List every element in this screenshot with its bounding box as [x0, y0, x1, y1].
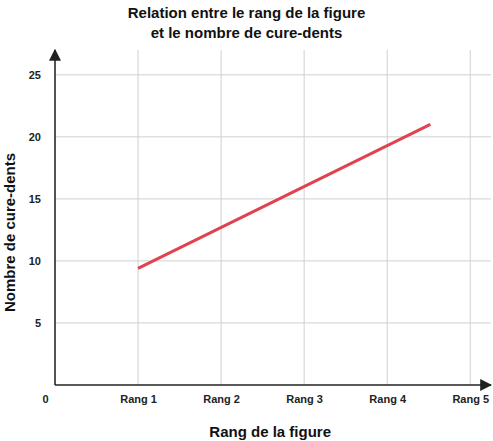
y-tick-label: 5	[35, 317, 41, 329]
y-tick: 10	[29, 255, 55, 267]
x-tick-label: Rang 4	[369, 393, 407, 405]
title: Relation entre le rang de la figureet le…	[128, 4, 366, 41]
x-tick: Rang 5	[452, 385, 489, 405]
axis-line	[55, 384, 491, 386]
y-axis: 5 10 15 20 25	[29, 50, 55, 385]
grid	[55, 50, 491, 385]
grid-line	[221, 50, 222, 385]
grid-line	[55, 322, 491, 323]
grid-line	[55, 198, 491, 199]
x-tick: Rang 1	[120, 385, 157, 405]
grid-line	[138, 50, 139, 385]
grid-line	[304, 50, 305, 385]
grid-line	[387, 50, 388, 385]
plot: 0 Rang 1 Rang 2 Rang 3 Rang 4 Rang 5 5 10 15 20 25	[29, 50, 491, 405]
y-tick: 5	[35, 317, 55, 329]
y-tick: 20	[29, 131, 55, 143]
x-tick: Rang 2	[203, 385, 240, 405]
grid-line	[55, 260, 491, 261]
y-tick-label: 15	[29, 193, 41, 205]
y-tick: 25	[29, 69, 55, 81]
x-axis-title: Rang de la figure	[209, 423, 331, 440]
x-tick-label: Rang 2	[203, 393, 240, 405]
marks	[138, 124, 430, 268]
x-tick-label: Rang 5	[452, 393, 489, 405]
x-tick-label: Rang 3	[286, 393, 323, 405]
x-tick-label: 0	[42, 393, 48, 405]
chart: 0 Rang 1 Rang 2 Rang 3 Rang 4 Rang 5 5 10 15 20 25…	[0, 0, 493, 441]
x-tick: 0	[42, 385, 55, 405]
y-tick-label: 10	[29, 255, 41, 267]
grid-line	[470, 50, 471, 385]
x-tick: Rang 4	[369, 385, 407, 405]
y-tick-label: 20	[29, 131, 41, 143]
x-tick-label: Rang 1	[120, 393, 157, 405]
y-tick: 15	[29, 193, 55, 205]
x-axis: 0 Rang 1 Rang 2 Rang 3 Rang 4 Rang 5	[42, 385, 491, 405]
line	[138, 124, 430, 268]
grid-line	[55, 136, 491, 137]
y-axis-title: Nombre de cure-dents	[1, 153, 18, 312]
grid-line	[55, 74, 491, 75]
grid-line	[55, 50, 56, 385]
y-tick-label: 25	[29, 69, 41, 81]
axis-line	[54, 50, 56, 385]
x-tick: Rang 3	[286, 385, 323, 405]
